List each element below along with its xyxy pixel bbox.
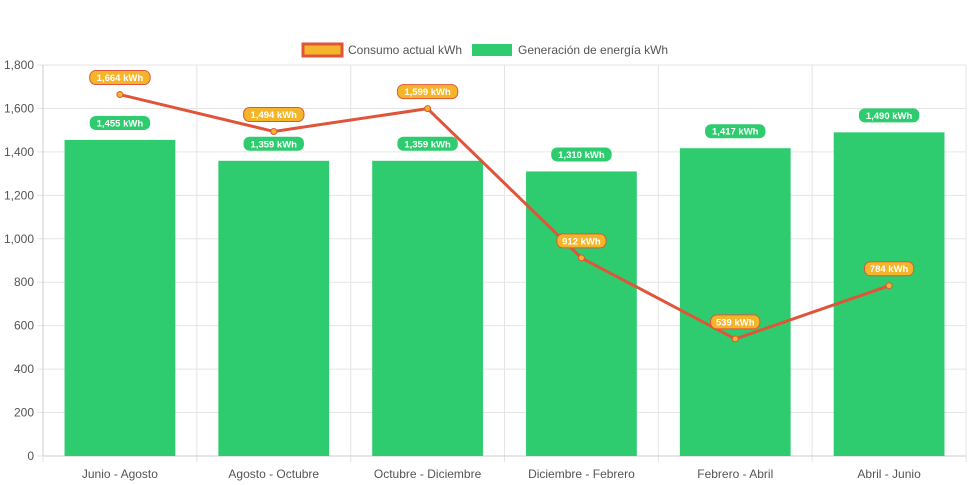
bar-data-label: 1,417 kWh xyxy=(705,124,766,139)
legend-swatch-consumo xyxy=(301,42,344,58)
line-data-label-text: 784 kWh xyxy=(870,264,909,275)
bar[interactable] xyxy=(372,160,483,457)
line-point[interactable] xyxy=(577,254,585,262)
line-point[interactable] xyxy=(731,335,739,343)
y-tick-label: 1,400 xyxy=(4,145,34,159)
x-tick-label: Febrero - Abril xyxy=(697,467,773,481)
x-tick-label: Diciembre - Febrero xyxy=(528,467,635,481)
line-data-label-text: 539 kWh xyxy=(716,317,755,328)
line-data-labels: 1,664 kWh 1,494 kWh 1,599 kWh 912 kWh 539 kW… xyxy=(89,70,915,330)
legend-item-generacion[interactable]: Generación de energía kWh xyxy=(472,43,668,57)
bar-data-label-text: 1,359 kWh xyxy=(404,139,451,150)
x-tick-label: Abril - Junio xyxy=(857,467,921,481)
bar-data-label: 1,310 kWh xyxy=(551,147,612,162)
line-data-label: 784 kWh xyxy=(863,261,915,277)
line-data-label-bg xyxy=(710,314,761,330)
legend-swatch-generacion xyxy=(472,44,512,56)
y-tick-label: 1,600 xyxy=(4,101,34,115)
x-tick-label: Junio - Agosto xyxy=(82,467,158,481)
y-tick-label: 1,800 xyxy=(4,58,34,72)
bar-data-label-bg xyxy=(551,147,612,162)
bar[interactable] xyxy=(218,160,330,457)
bar-data-label-bg xyxy=(89,115,151,130)
line-data-label: 912 kWh xyxy=(556,233,607,249)
line-data-label: 1,494 kWh xyxy=(243,106,305,122)
bar-data-label: 1,490 kWh xyxy=(858,108,920,123)
line-data-label-text: 1,599 kWh xyxy=(404,87,451,98)
x-axis: Junio - Agosto Agosto - Octubre Octubre - … xyxy=(82,467,921,481)
line-point[interactable] xyxy=(270,127,278,135)
bar-data-labels: 1,455 kWh 1,359 kWh 1,359 kWh 1,310 kWh 1,41… xyxy=(89,108,920,162)
line-data-label-bg xyxy=(556,233,607,249)
y-axis: 0 200 400 600 800 1,000 1,200 1,400 1,600 1,800 xyxy=(4,58,34,463)
bar-data-label-text: 1,310 kWh xyxy=(558,150,605,161)
y-tick-label: 1,200 xyxy=(4,188,34,202)
line-data-label-bg xyxy=(863,261,915,277)
line-point[interactable] xyxy=(424,105,432,113)
bar-data-label-text: 1,490 kWh xyxy=(866,111,913,122)
y-tick-label: 400 xyxy=(14,362,34,376)
y-tick-label: 0 xyxy=(27,449,34,463)
bar[interactable] xyxy=(833,132,945,457)
bar-data-label-bg xyxy=(858,108,920,123)
line-data-label-text: 1,664 kWh xyxy=(97,73,144,84)
bar[interactable] xyxy=(64,139,176,457)
line-data-label-bg xyxy=(89,70,151,86)
legend-label-generacion: Generación de energía kWh xyxy=(518,43,668,57)
legend-label-consumo: Consumo actual kWh xyxy=(348,43,462,57)
line-point[interactable] xyxy=(885,282,893,290)
bar-data-label-text: 1,359 kWh xyxy=(251,139,298,150)
bar[interactable] xyxy=(526,171,637,456)
line-data-label: 539 kWh xyxy=(710,314,761,330)
line-data-label: 1,599 kWh xyxy=(396,84,459,100)
line-data-label-text: 1,494 kWh xyxy=(251,110,298,121)
y-tick-label: 1,000 xyxy=(4,232,34,246)
line-path xyxy=(119,93,890,341)
x-tick-label: Agosto - Octubre xyxy=(228,467,319,481)
grid-lines xyxy=(37,64,967,462)
line-point[interactable] xyxy=(116,91,124,99)
bar-data-label: 1,359 kWh xyxy=(243,136,304,151)
line-data-label-bg xyxy=(243,106,305,122)
bar-data-label: 1,455 kWh xyxy=(89,115,151,130)
y-tick-label: 800 xyxy=(14,275,34,289)
bar-data-label-bg xyxy=(243,136,304,151)
bar-data-label-text: 1,417 kWh xyxy=(712,127,759,138)
line-series xyxy=(116,91,893,343)
bar-data-label: 1,359 kWh xyxy=(397,136,458,151)
bar[interactable] xyxy=(679,148,791,456)
bar-data-label-text: 1,455 kWh xyxy=(97,118,144,129)
legend-item-consumo[interactable]: Consumo actual kWh xyxy=(301,42,462,58)
y-tick-label: 200 xyxy=(14,406,34,420)
line-data-label-bg xyxy=(396,84,459,100)
legend[interactable]: Consumo actual kWh Generación de energía … xyxy=(301,42,668,58)
bar-series xyxy=(64,132,945,457)
y-tick-label: 600 xyxy=(14,319,34,333)
bar-data-label-bg xyxy=(705,124,766,139)
x-tick-label: Octubre - Diciembre xyxy=(374,467,482,481)
line-data-label: 1,664 kWh xyxy=(89,70,151,86)
line-data-label-text: 912 kWh xyxy=(562,236,601,247)
bar-data-label-bg xyxy=(397,136,458,151)
